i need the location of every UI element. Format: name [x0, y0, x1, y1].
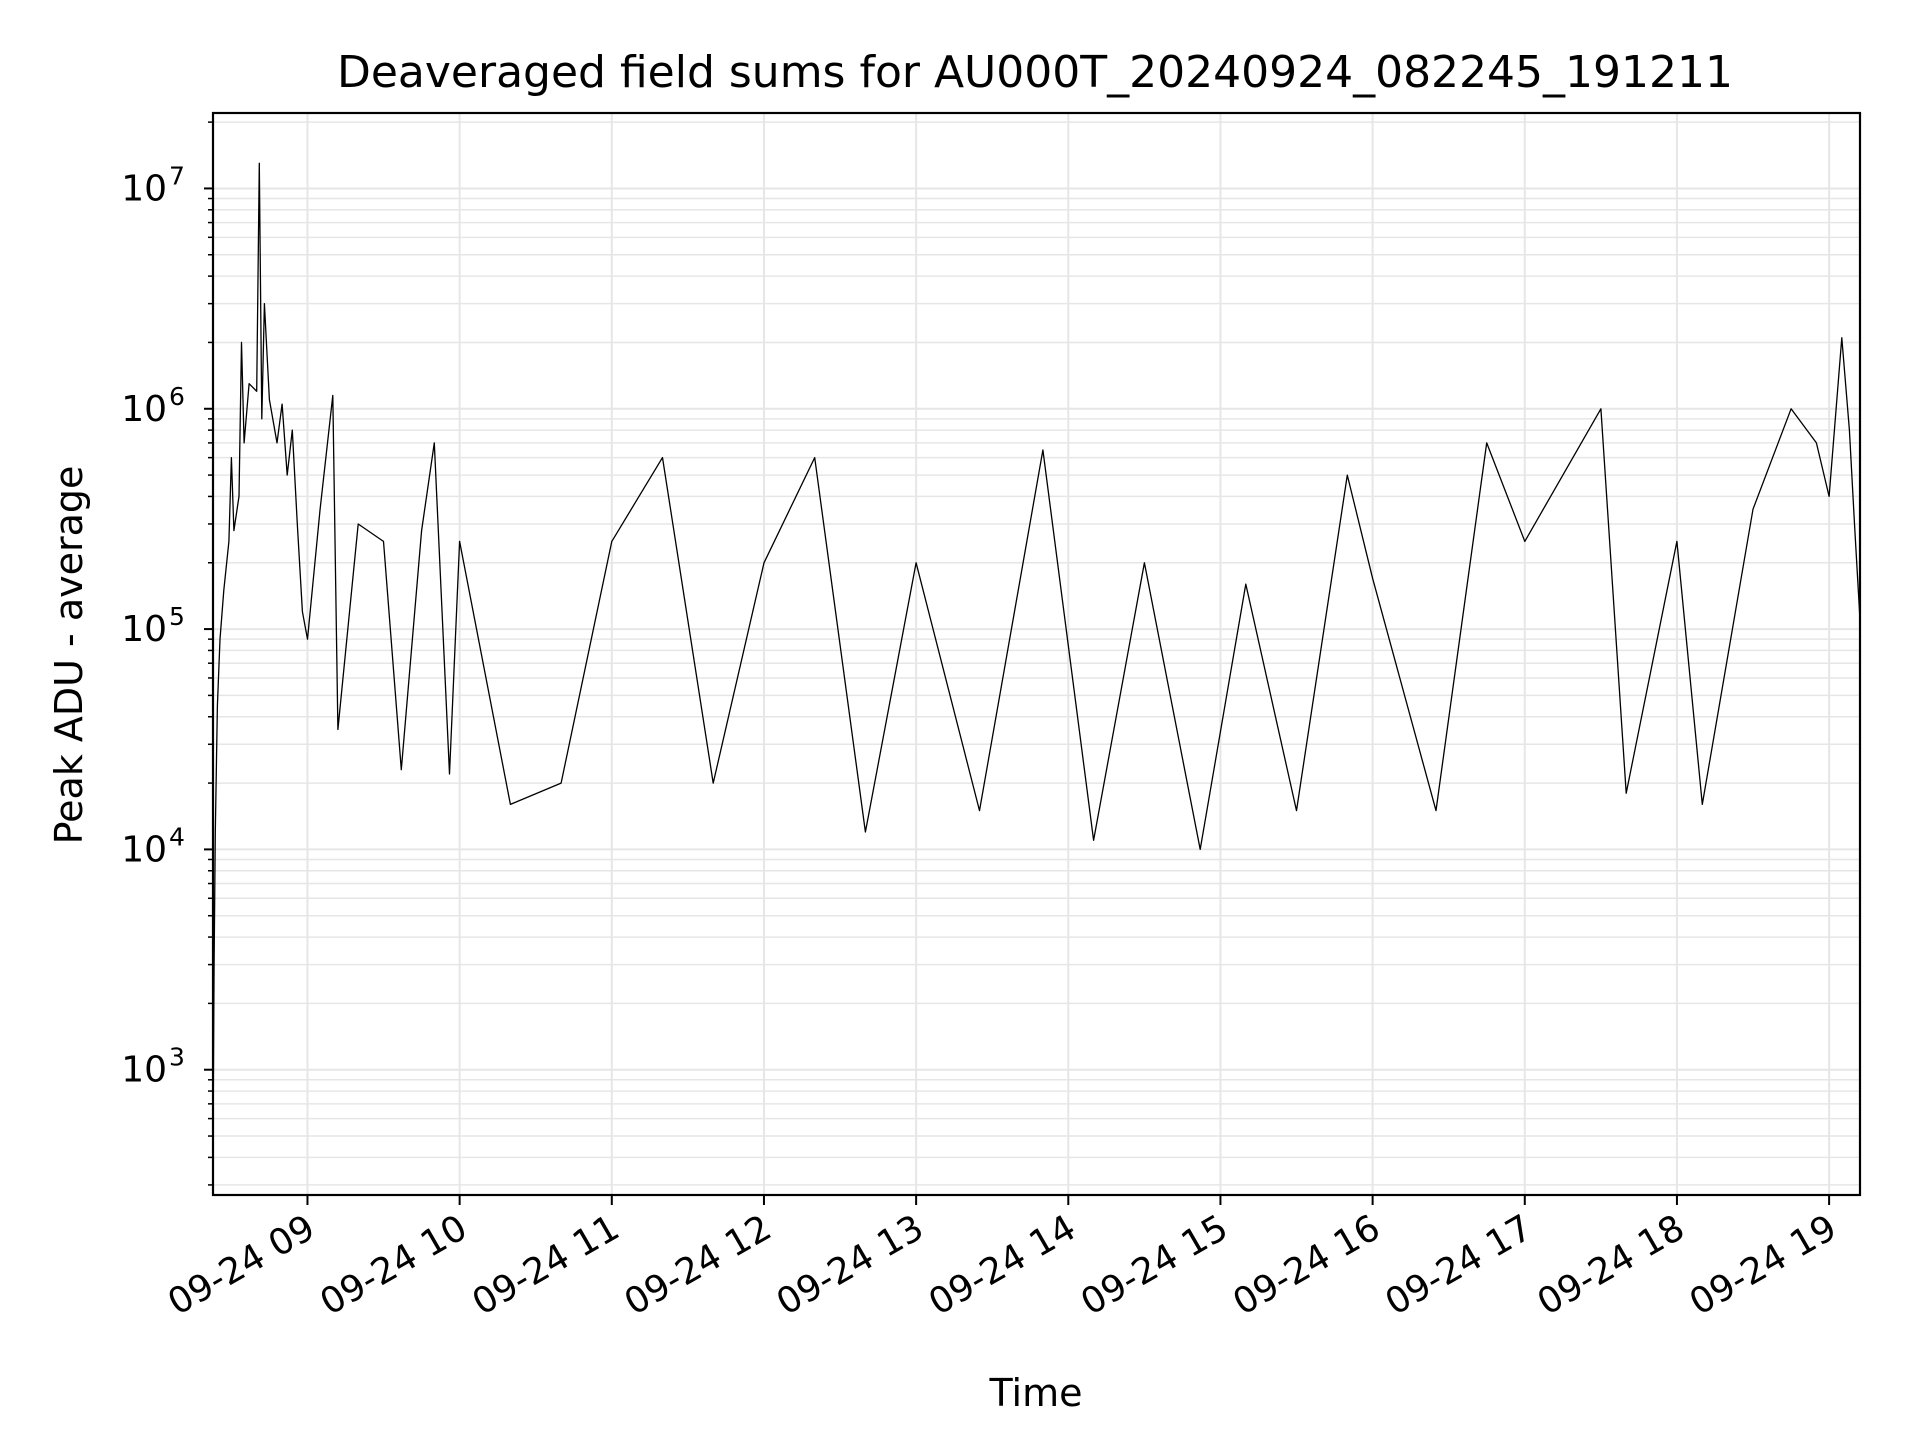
- x-axis-label: Time: [989, 1371, 1083, 1415]
- y-tick-label: 10: [121, 609, 167, 650]
- y-tick-exponent: 6: [169, 382, 185, 411]
- series-layer: [212, 162, 1861, 1147]
- y-tick-exponent: 5: [169, 602, 185, 631]
- series-line: [212, 162, 1861, 1147]
- grid: [213, 113, 1860, 1195]
- y-tick-label: 10: [121, 389, 167, 430]
- y-tick-label: 10: [121, 1050, 167, 1091]
- y-axis-label: Peak ADU - average: [47, 466, 91, 845]
- y-tick-exponent: 4: [169, 822, 185, 851]
- y-tick-label: 10: [121, 168, 167, 209]
- y-tick-exponent: 7: [169, 161, 185, 190]
- plot-frame: [211, 111, 1862, 1197]
- y-tick-label: 10: [121, 829, 167, 870]
- y-tick-exponent: 3: [169, 1043, 185, 1072]
- chart-title: Deaveraged field sums for AU000T_2024092…: [337, 47, 1733, 98]
